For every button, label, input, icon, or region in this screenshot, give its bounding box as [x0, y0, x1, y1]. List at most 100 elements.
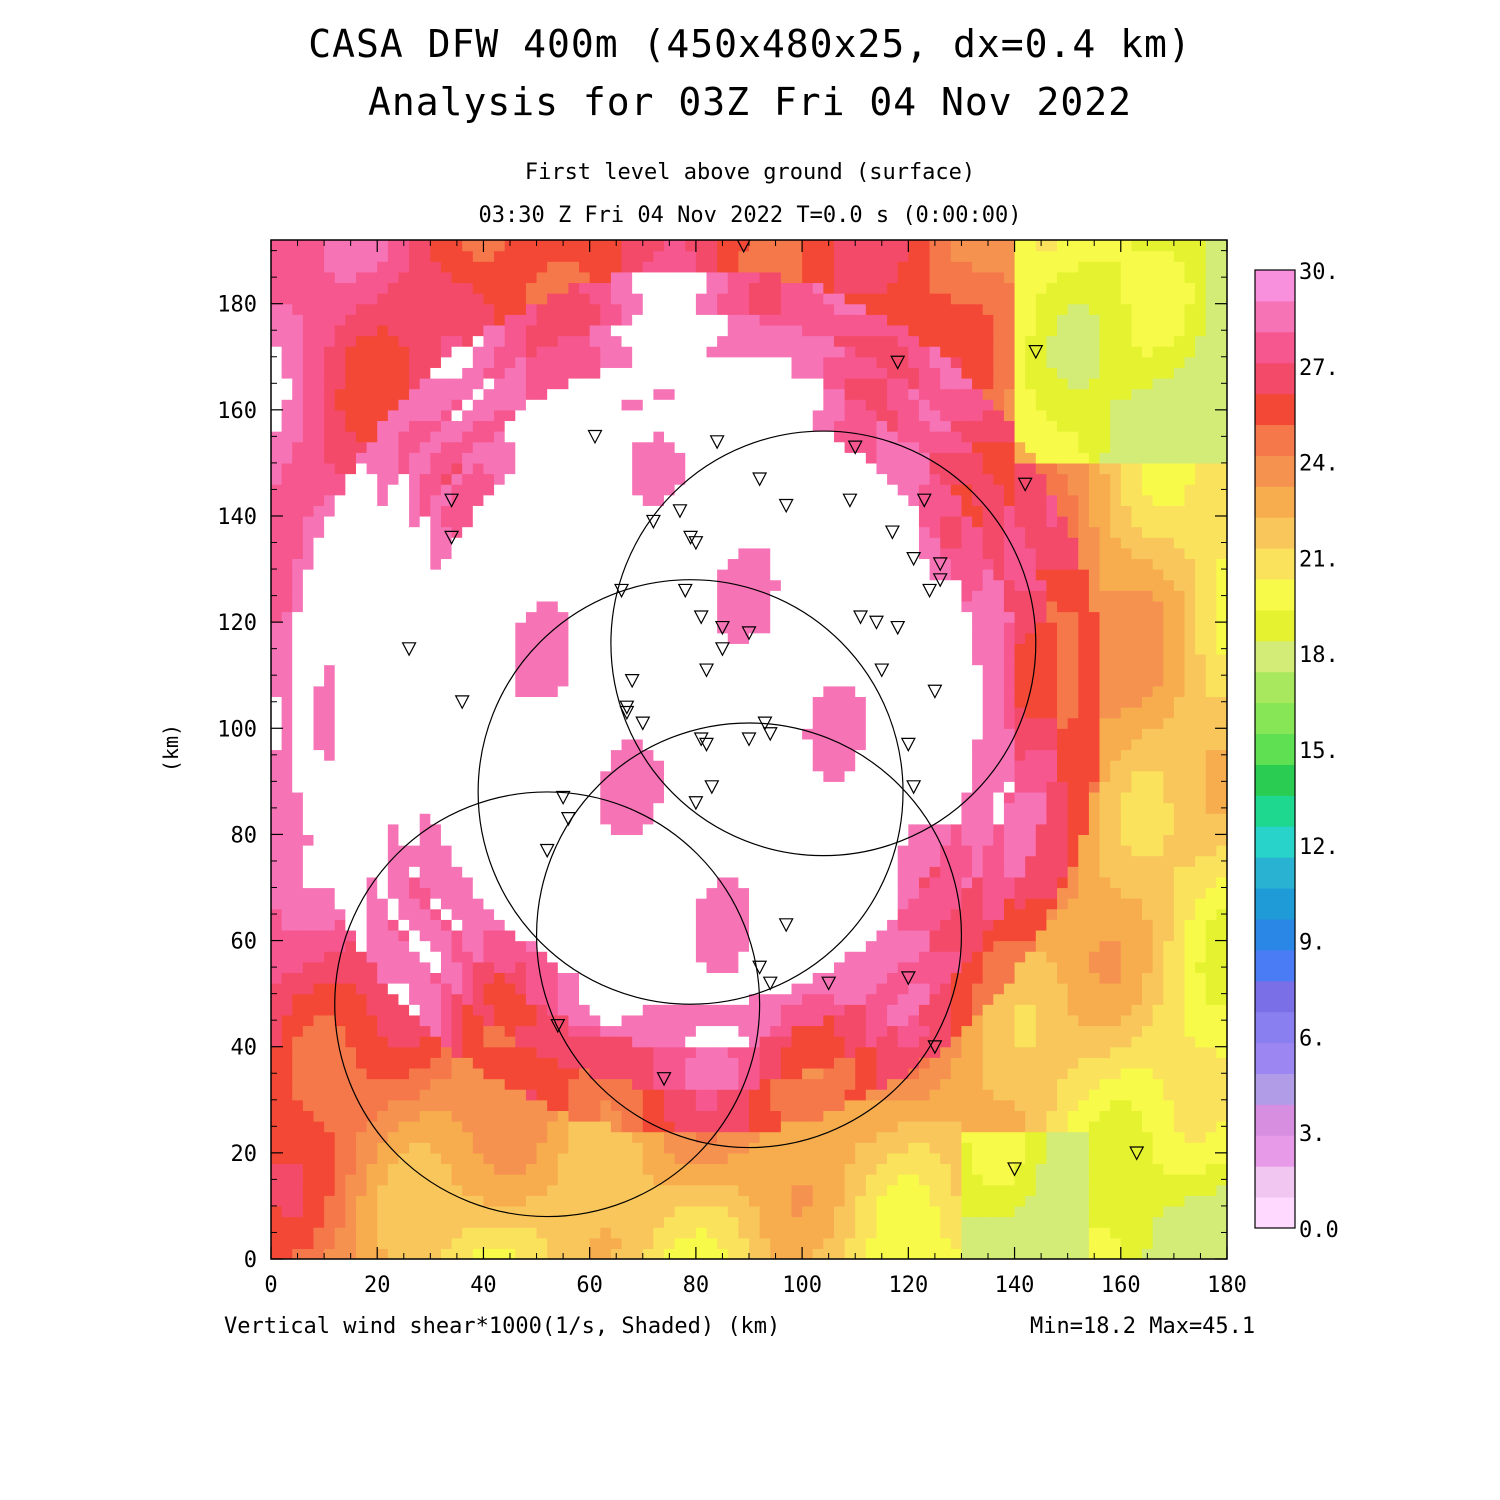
shear-cell: [451, 611, 463, 623]
shear-cell: [355, 271, 368, 284]
shear-cell: [547, 813, 559, 825]
shear-cell: [387, 590, 400, 602]
shear-cell: [802, 781, 814, 793]
shear-cell: [334, 1227, 346, 1239]
shear-cell: [292, 377, 304, 390]
shear-cell: [589, 983, 601, 995]
shear-cell: [387, 802, 400, 814]
shear-cell: [494, 951, 506, 963]
shear-cell: [504, 770, 516, 782]
shear-cell: [642, 834, 654, 846]
shear-cell: [706, 834, 718, 846]
shear-cell: [515, 961, 527, 973]
shear-cell: [780, 569, 793, 581]
shear-cell: [451, 547, 463, 560]
shear-cell: [292, 282, 304, 294]
shear-cell: [366, 303, 378, 315]
shear-cell: [695, 537, 708, 549]
shear-cell: [547, 664, 559, 676]
shear-cell: [695, 1099, 708, 1111]
shear-cell: [345, 876, 357, 889]
shear-cell: [525, 250, 538, 262]
shear-cell: [302, 961, 315, 973]
shear-cell: [738, 420, 750, 432]
shear-cell: [504, 1036, 516, 1048]
shear-cell: [440, 1004, 453, 1016]
shear-cell: [653, 791, 665, 804]
shear-cell: [355, 972, 368, 984]
shear-cell: [462, 855, 474, 867]
shear-cell: [664, 707, 676, 719]
shear-cell: [759, 622, 771, 634]
shear-cell: [536, 1099, 548, 1111]
shear-cell: [525, 802, 538, 814]
shear-cell: [536, 738, 548, 751]
shear-cell: [706, 494, 718, 506]
shear-cell: [536, 961, 548, 973]
shear-cell: [504, 590, 516, 602]
shear-cell: [674, 484, 686, 496]
shear-cell: [334, 770, 346, 782]
shear-cell: [409, 600, 421, 613]
shear-cell: [749, 1248, 761, 1259]
shear-cell: [515, 600, 527, 613]
shear-cell: [409, 271, 421, 284]
shear-cell: [345, 515, 357, 528]
shear-cell: [780, 547, 793, 560]
shear-cell: [621, 409, 633, 422]
shear-cell: [547, 993, 559, 1005]
shear-cell: [653, 802, 665, 814]
shear-cell: [515, 293, 527, 305]
shear-cell: [472, 367, 485, 379]
shear-cell: [366, 431, 378, 443]
shear-cell: [547, 462, 559, 475]
shear-cell: [419, 855, 431, 867]
shear-cell: [802, 1205, 814, 1218]
shear-cell: [451, 1067, 463, 1080]
shear-cell: [302, 346, 315, 358]
shear-cell: [717, 738, 729, 751]
shear-cell: [281, 908, 293, 920]
shear-cell: [642, 1110, 654, 1122]
shear-cell: [525, 643, 538, 655]
shear-cell: [738, 261, 750, 273]
shear-cell: [685, 866, 697, 878]
shear-cell: [727, 1089, 739, 1101]
shear-cell: [387, 791, 400, 804]
shear-cell: [483, 675, 495, 687]
shear-cell: [472, 1089, 485, 1101]
shear-cell: [621, 1237, 633, 1249]
shear-cell: [334, 335, 346, 347]
shear-cell: [749, 569, 761, 581]
shear-cell: [706, 367, 718, 379]
shear-cell: [494, 1131, 506, 1143]
shear-cell: [271, 781, 283, 793]
shear-cell: [366, 643, 378, 655]
shear-cell: [547, 760, 559, 772]
shear-cell: [334, 579, 346, 591]
shear-cell: [387, 1216, 400, 1228]
shear-cell: [579, 908, 591, 920]
shear-cell: [674, 696, 686, 708]
shear-cell: [462, 929, 474, 942]
shear-cell: [355, 611, 368, 623]
shear-cell: [621, 1121, 633, 1133]
shear-cell: [313, 558, 325, 570]
shear-cell: [738, 845, 750, 857]
shear-cell: [600, 855, 612, 867]
shear-cell: [377, 993, 389, 1005]
shear-cell: [695, 441, 708, 453]
shear-cell: [706, 1057, 718, 1069]
shear-cell: [642, 749, 654, 761]
shear-cell: [504, 409, 516, 422]
shear-cell: [451, 781, 463, 793]
shear-cell: [462, 791, 474, 804]
shear-cell: [600, 1142, 612, 1154]
shear-cell: [780, 335, 793, 347]
shear-cell: [409, 728, 421, 740]
shear-cell: [271, 600, 283, 613]
shear-cell: [462, 515, 474, 528]
shear-cell: [749, 314, 761, 326]
shear-cell: [717, 314, 729, 326]
shear-cell: [483, 728, 495, 740]
